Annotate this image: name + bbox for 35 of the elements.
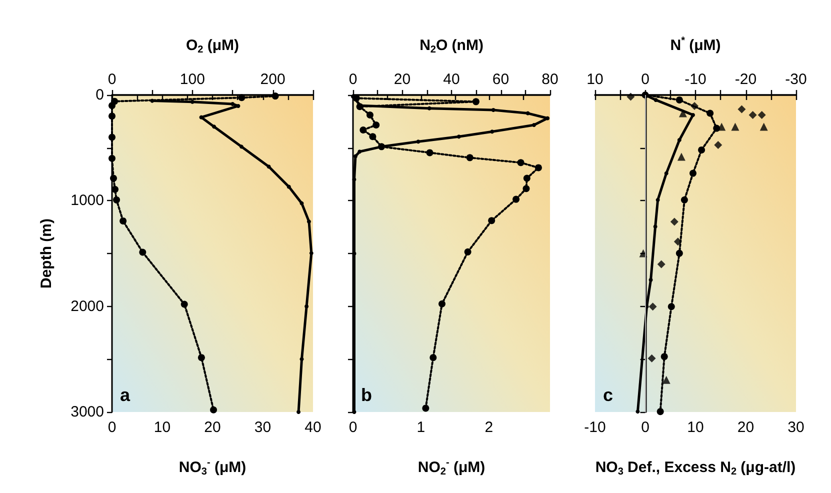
- x-tick-label: 2: [484, 419, 494, 436]
- y-tick-label: 3000: [70, 404, 104, 420]
- x-tick-label: -10: [584, 419, 606, 436]
- x-tick-label: 10: [154, 419, 171, 436]
- annotation: c: [603, 385, 614, 405]
- annotation: b: [361, 385, 372, 405]
- x2-tick-label: 80: [542, 71, 558, 88]
- x2-tick-label: 100: [180, 71, 205, 88]
- x2-tick-label: -10: [684, 71, 706, 88]
- y-tick-label: 0: [96, 86, 104, 104]
- x2-tick-label: 40: [443, 71, 460, 88]
- x2-axis-title: N* (μM): [670, 36, 721, 54]
- x-tick-label: 40: [304, 419, 322, 436]
- x-tick-label: 30: [788, 419, 804, 436]
- x2-tick-label: 0: [348, 71, 358, 88]
- y-axis-title: Depth (m): [38, 218, 55, 288]
- x2-tick-label: -30: [785, 71, 807, 88]
- x2-tick-label: 200: [260, 71, 286, 88]
- x-tick-label: 20: [737, 419, 754, 436]
- x2-tick-label: 60: [492, 71, 510, 88]
- x2-tick-label: 0: [108, 71, 116, 88]
- x2-tick-label: 20: [394, 71, 411, 88]
- x-tick-label: 20: [204, 419, 221, 436]
- x-tick-label: 10: [687, 419, 704, 436]
- x2-tick-label: 0: [641, 71, 650, 88]
- annotation: a: [120, 385, 131, 405]
- x-tick-label: 0: [641, 419, 650, 436]
- x-tick-label: 1: [416, 419, 426, 436]
- y-tick-label: 2000: [70, 298, 104, 315]
- y-tick-label: 1000: [70, 192, 104, 210]
- x-tick-label: 30: [254, 419, 272, 436]
- x-tick-label: 0: [108, 419, 116, 436]
- x2-tick-label: -20: [734, 71, 757, 88]
- x-tick-label: 0: [348, 419, 358, 436]
- x2-tick-label: 10: [586, 71, 604, 88]
